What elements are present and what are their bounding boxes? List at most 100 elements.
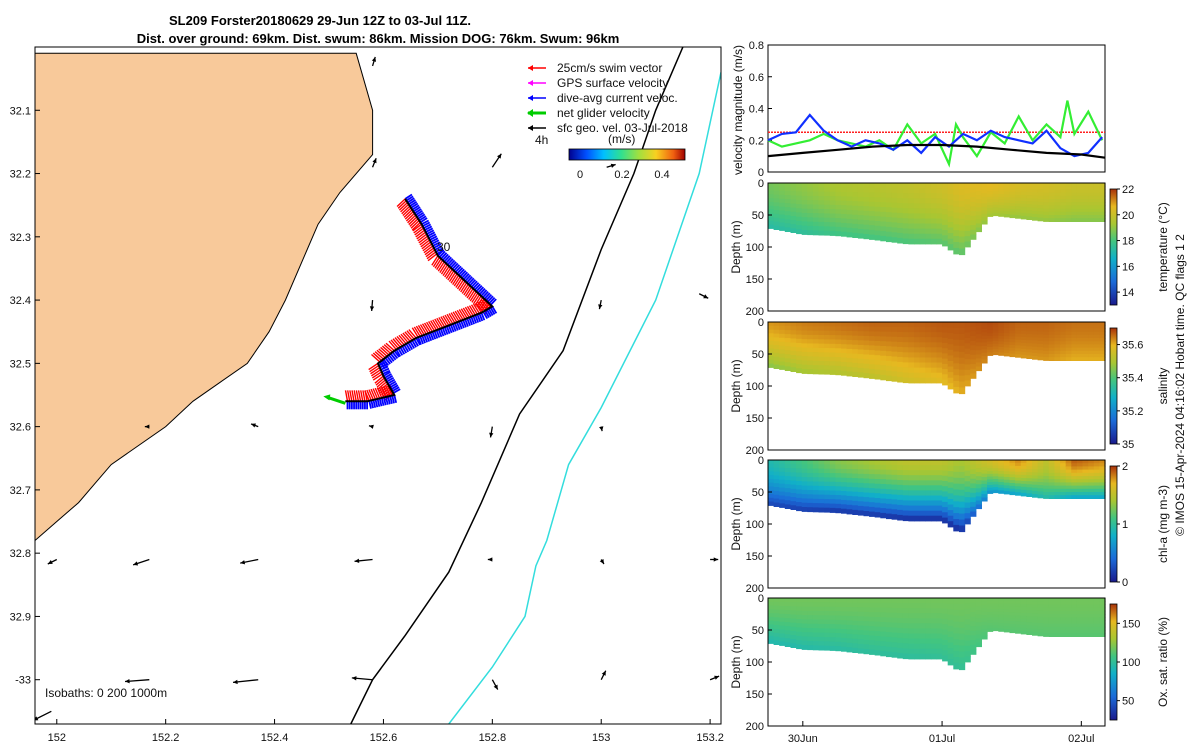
heatmap-cell — [801, 221, 808, 227]
heatmap-cell — [773, 213, 780, 219]
heatmap-cell — [1076, 485, 1084, 490]
heatmap-cell — [908, 188, 915, 194]
heatmap-cell — [891, 460, 898, 466]
heatmap-cell — [891, 192, 898, 199]
heatmap-cell — [1093, 476, 1100, 480]
map-x-tick-label: 153 — [592, 732, 610, 744]
heatmap-cell — [818, 598, 825, 603]
heatmap-cell — [846, 602, 853, 608]
heatmap-cell — [1020, 322, 1027, 326]
heatmap-cell — [1037, 337, 1044, 342]
heatmap-cell — [1009, 197, 1016, 201]
heatmap-cell — [964, 481, 971, 488]
heatmap-cell — [1037, 610, 1044, 615]
heatmap-cell — [790, 460, 797, 465]
heatmap-cell — [801, 200, 808, 205]
heatmap-cell — [891, 514, 898, 520]
heatmap-cell — [796, 614, 803, 620]
heatmap-cell — [936, 233, 943, 240]
heatmap-cell — [801, 460, 808, 465]
heatmap-cell — [841, 499, 848, 505]
heatmap-cell — [1020, 598, 1027, 602]
heatmap-cell — [841, 633, 848, 639]
heatmap-cell — [1054, 479, 1061, 483]
heatmap-cell — [1037, 613, 1044, 618]
heatmap-cell — [1037, 488, 1044, 492]
map-y-ticks: 32.132.232.332.432.532.632.732.832.9-33 — [10, 105, 40, 687]
depth-tick-label: 150 — [746, 551, 764, 563]
heatmap-cell — [914, 223, 921, 230]
heatmap-cell — [1071, 469, 1078, 474]
depth-tick-label: 200 — [746, 445, 764, 457]
heatmap-cell — [919, 337, 926, 343]
heatmap-cell — [987, 344, 994, 348]
heatmap-cell — [964, 491, 971, 498]
heatmap-cell — [1009, 342, 1016, 346]
heatmap-cell — [779, 353, 786, 359]
heatmap-cell — [1026, 493, 1033, 497]
heatmap-cell — [981, 217, 988, 222]
heatmap-cell — [886, 236, 893, 243]
heatmap-cell — [824, 619, 831, 625]
heatmap-cell — [1088, 623, 1095, 628]
heatmap-cell — [874, 626, 881, 632]
heatmap-cell — [959, 501, 966, 509]
heatmap-cell — [1032, 213, 1039, 218]
heatmap-cell — [914, 233, 921, 240]
heatmap-cell — [942, 507, 949, 513]
heatmap-cell — [1076, 633, 1084, 637]
heatmap-cell — [987, 210, 994, 215]
heatmap-cell — [801, 636, 808, 642]
heatmap-cell — [953, 609, 960, 617]
heatmap-cell — [1032, 478, 1039, 483]
heatmap-cell — [919, 608, 926, 614]
heatmap-cell — [1093, 199, 1100, 203]
heatmap-cell — [1065, 186, 1072, 190]
heatmap-cell — [863, 368, 870, 374]
depth-tick-label: 100 — [746, 519, 764, 531]
heatmap-cell — [1088, 186, 1095, 190]
heatmap-cell — [1099, 466, 1106, 471]
heatmap-cell — [1009, 208, 1016, 213]
heatmap-cell — [1026, 622, 1033, 626]
heatmap-cell — [902, 643, 909, 649]
heatmap-cell — [959, 477, 966, 485]
heatmap-cell — [930, 213, 938, 220]
heatmap-cell — [1060, 186, 1067, 190]
heatmap-cell — [846, 322, 853, 328]
heatmap-cell — [886, 226, 893, 233]
heatmap-cell — [914, 460, 921, 466]
heatmap-cell — [998, 628, 1005, 632]
heatmap-cell — [829, 361, 836, 367]
heatmap-cell — [818, 498, 825, 504]
heatmap-cell — [1009, 336, 1016, 340]
heatmap-cell — [779, 613, 786, 619]
heatmap-cell — [835, 460, 842, 465]
heatmap-cell — [1088, 469, 1095, 474]
heatmap-cell — [886, 489, 893, 495]
heatmap-cell — [953, 483, 960, 491]
heatmap-cell — [970, 197, 977, 203]
heatmap-cell — [812, 481, 820, 487]
heatmap-cell — [801, 369, 808, 374]
heatmap-cell — [1026, 186, 1033, 190]
colorbar-label: salinity — [1156, 368, 1170, 405]
heatmap-cell — [1048, 195, 1055, 200]
heatmap-cell — [880, 479, 887, 485]
heatmap-cell — [852, 183, 859, 189]
heatmap-cell — [970, 225, 977, 231]
heatmap-cell — [824, 348, 831, 353]
heatmap-cell — [891, 464, 898, 471]
heatmap-cell — [970, 621, 977, 627]
heatmap-cell — [970, 616, 977, 622]
heatmap-cell — [841, 196, 848, 202]
heatmap-cell — [1015, 209, 1022, 213]
heatmap-cell — [981, 183, 988, 187]
heatmap-cell — [998, 471, 1005, 475]
heatmap-cell — [796, 330, 803, 336]
heatmap-cell — [852, 464, 859, 470]
heatmap-cell — [891, 632, 898, 638]
heatmap-cell — [1065, 626, 1072, 631]
heatmap-cell — [919, 377, 926, 384]
heatmap-cell — [768, 482, 775, 488]
